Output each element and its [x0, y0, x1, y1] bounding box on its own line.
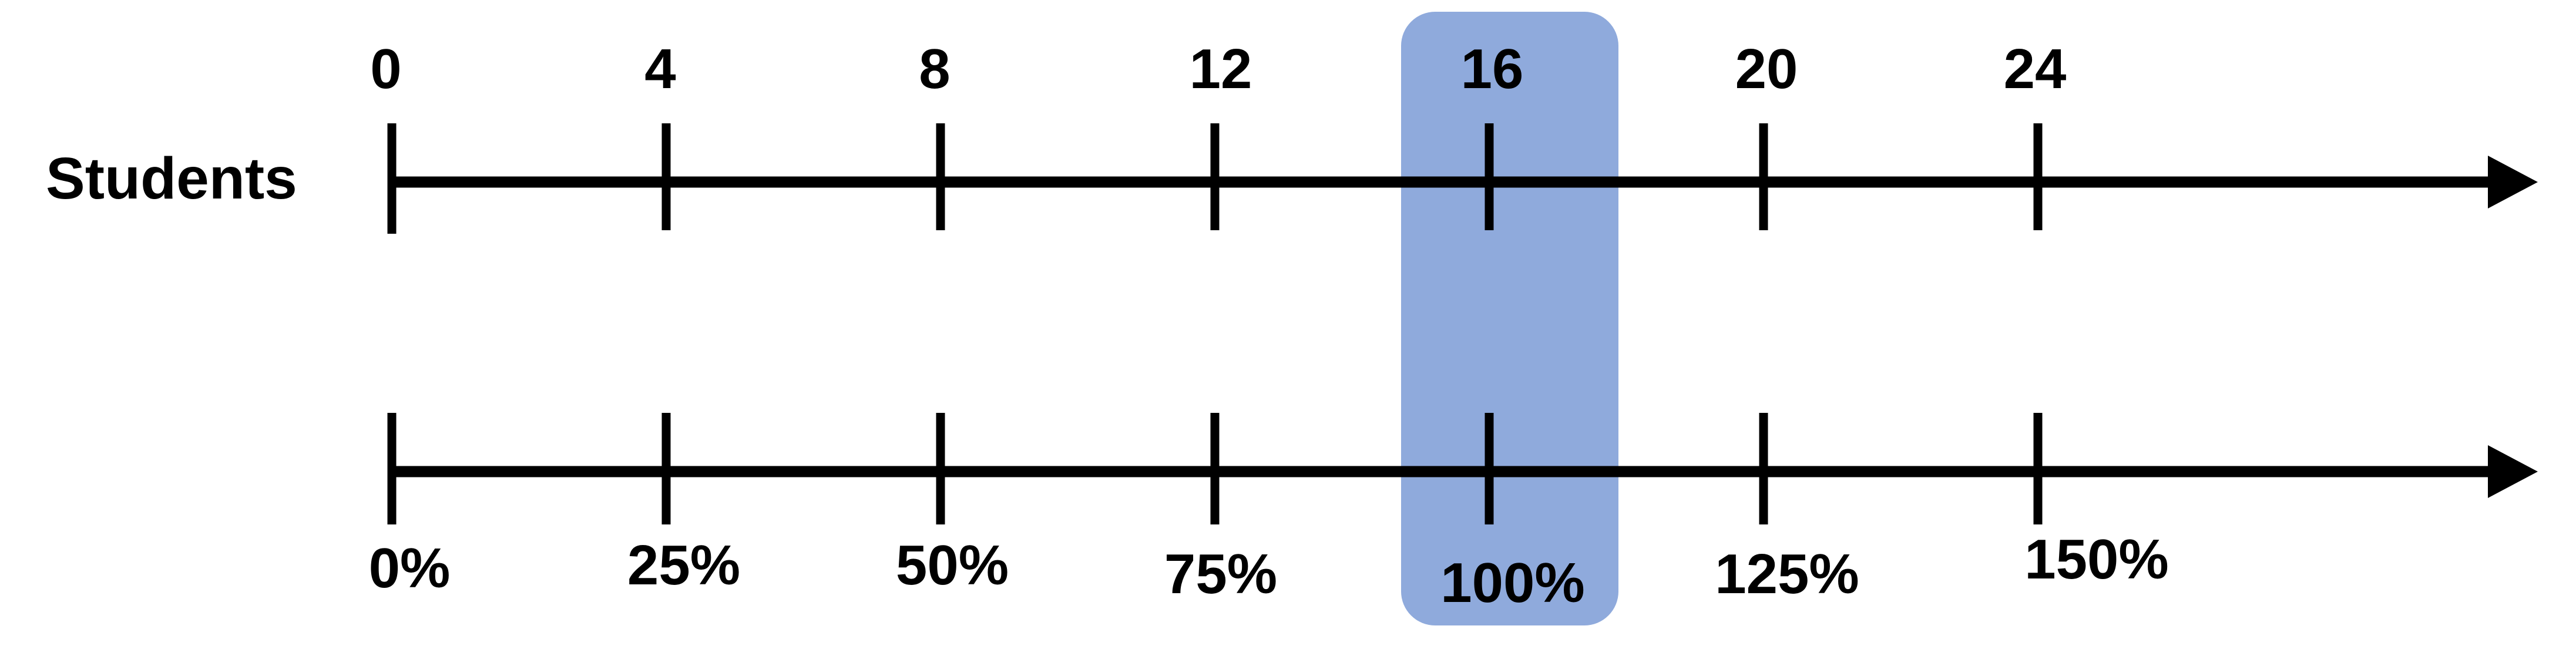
bottom-tick-label: 150%: [2024, 528, 2169, 591]
top-tick-label: 24: [2004, 38, 2067, 100]
top-tick-label: 12: [1190, 38, 1252, 100]
bottom-axis-arrowhead: [2488, 445, 2538, 498]
row-label-students: Students: [46, 146, 297, 211]
bottom-tick-label: 75%: [1164, 543, 1277, 605]
top-axis-arrowhead: [2488, 156, 2538, 208]
top-number-line: 0 4 8 12 16 20 24: [370, 38, 2538, 234]
bottom-tick-label: 125%: [1715, 543, 1859, 605]
top-tick-label: 20: [1735, 38, 1798, 100]
top-tick-label: 4: [644, 38, 676, 100]
top-tick-label: 8: [919, 38, 950, 100]
bottom-number-line: 0% 25% 50% 75% 100% 125% 150%: [369, 413, 2538, 614]
top-tick-label: 16: [1461, 38, 1524, 100]
bottom-tick-label: 100%: [1440, 551, 1585, 614]
highlight-box: [1401, 12, 1618, 625]
top-tick-label: 0: [370, 38, 401, 100]
bottom-tick-label: 50%: [896, 534, 1009, 597]
bottom-tick-label: 0%: [369, 537, 451, 600]
bottom-tick-label: 25%: [627, 534, 740, 597]
